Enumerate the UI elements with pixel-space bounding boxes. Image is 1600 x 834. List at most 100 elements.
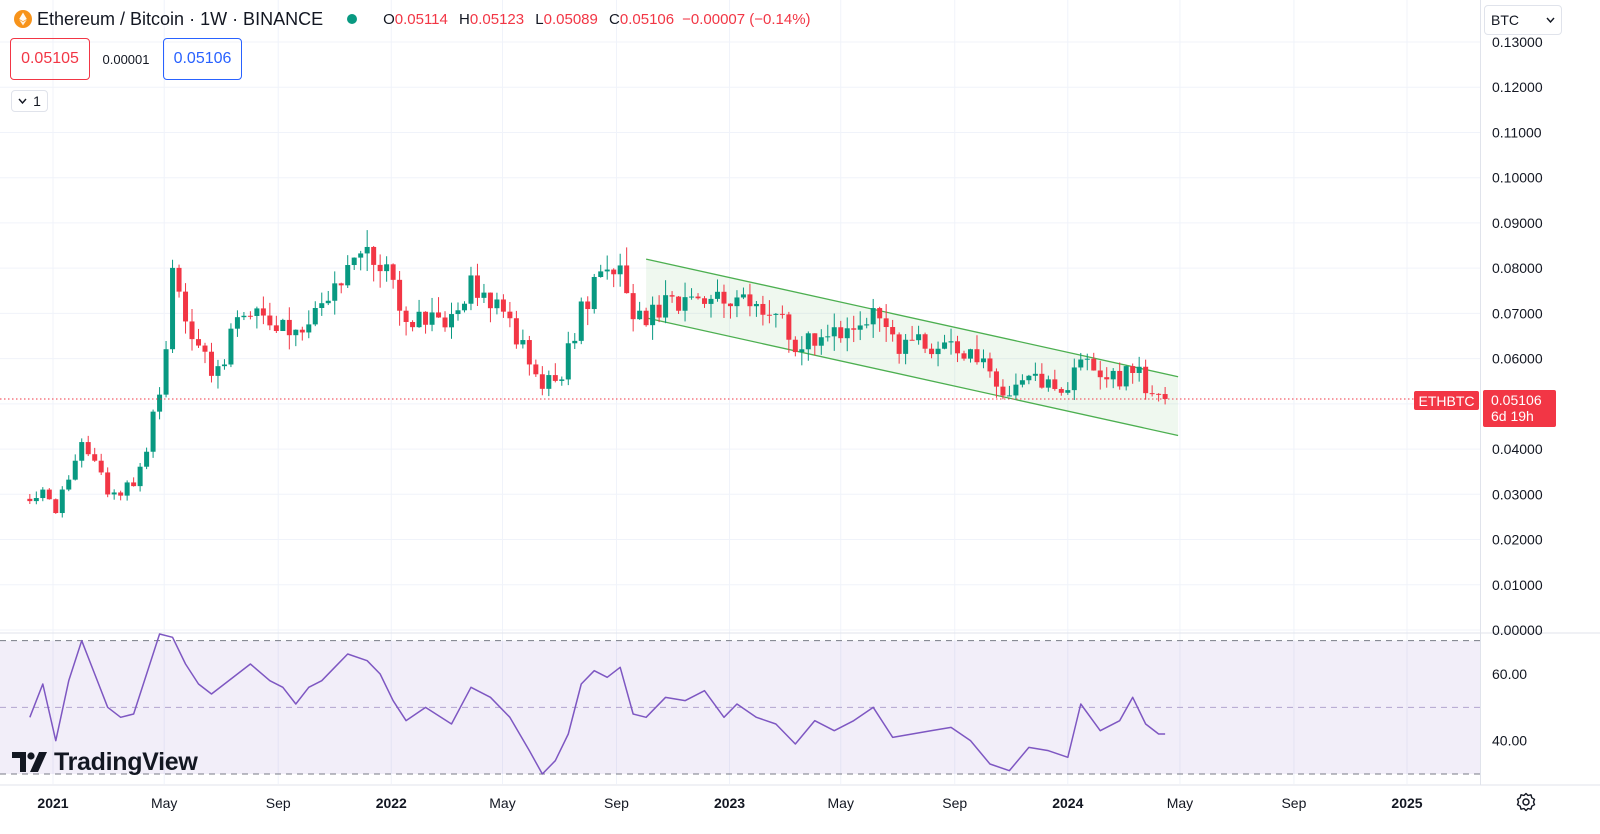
candle-body <box>72 460 78 480</box>
candle-body <box>325 300 331 304</box>
indicators-toggle[interactable]: 1 <box>11 90 48 112</box>
candle-body <box>1039 373 1045 388</box>
candle-body <box>948 341 954 343</box>
candle-body <box>682 297 688 311</box>
x-tick-label: May <box>489 795 515 811</box>
candle-body <box>734 297 740 307</box>
candle-body <box>1071 367 1077 391</box>
candle-body <box>727 303 733 307</box>
candle-body <box>857 325 863 330</box>
candle-body <box>221 364 227 367</box>
candle-body <box>33 498 39 502</box>
candle-body <box>669 295 675 297</box>
candle-body <box>630 293 636 320</box>
high-value: 0.05123 <box>469 10 525 28</box>
candle-body <box>436 312 442 318</box>
candle-body <box>896 334 902 354</box>
tradingview-watermark[interactable]: TradingView <box>12 746 198 778</box>
candle-body <box>578 301 584 341</box>
candle-body <box>92 454 98 461</box>
sell-button[interactable]: 0.05105 <box>10 38 90 80</box>
candle-body <box>539 374 545 389</box>
candle-body <box>59 489 65 514</box>
candle-body <box>215 366 221 376</box>
candle-body <box>1084 358 1090 360</box>
y-tick-label: 0.10000 <box>1492 170 1543 186</box>
rsi-tick-label: 60.00 <box>1492 666 1527 682</box>
candle-body <box>449 314 455 328</box>
currency-value: BTC <box>1491 12 1519 28</box>
candle-body <box>150 411 156 452</box>
candle-body <box>533 364 539 375</box>
candle-body <box>371 246 377 265</box>
candle-body <box>974 349 980 363</box>
candle-body <box>364 246 370 254</box>
candle-body <box>403 310 409 322</box>
rsi-band <box>0 640 1480 775</box>
candle-body <box>779 313 785 315</box>
candle-body <box>247 315 253 317</box>
candle-body <box>118 492 124 496</box>
candle-body <box>53 499 59 514</box>
rsi-series <box>29 633 1166 775</box>
candle-body <box>202 345 208 352</box>
candle-body <box>546 375 552 389</box>
candle-body <box>293 329 299 336</box>
candle-body <box>773 313 779 315</box>
candle-body <box>1045 379 1051 388</box>
candle-body <box>591 276 597 310</box>
candle-body <box>260 308 266 316</box>
symbol-price-label: ETHBTC <box>1414 391 1479 410</box>
candle-body <box>1130 366 1136 373</box>
candle-body <box>740 294 746 298</box>
high-label: H <box>459 10 470 28</box>
candlestick-series <box>27 230 1168 518</box>
candle-body <box>474 275 480 298</box>
chevron-down-icon <box>1546 17 1555 23</box>
y-tick-label: 0.12000 <box>1492 79 1543 95</box>
low-label: L <box>535 10 544 28</box>
candle-body <box>650 304 656 326</box>
candle-body <box>526 340 532 365</box>
candle-body <box>961 353 967 359</box>
candle-body <box>708 298 714 304</box>
symbol-title[interactable]: Ethereum / Bitcoin · 1W · BINANCE <box>37 8 324 29</box>
x-tick-label: May <box>1167 795 1193 811</box>
candle-body <box>870 308 876 325</box>
parallel-channel[interactable] <box>645 258 1179 437</box>
candle-body <box>993 371 999 387</box>
y-tick-label: 0.03000 <box>1492 486 1543 502</box>
y-tick-label: 0.01000 <box>1492 577 1543 593</box>
candle-body <box>935 348 941 355</box>
candle-body <box>844 328 850 339</box>
candle-body <box>1123 366 1129 387</box>
candle-body <box>617 265 623 275</box>
candle-body <box>922 334 928 349</box>
candle-body <box>805 333 811 350</box>
ohlc-values: O0.05114 H0.05123 L0.05089 C0.05106 <box>383 11 674 28</box>
candle-body <box>1091 358 1097 371</box>
candle-body <box>611 269 617 275</box>
candle-body <box>299 329 305 333</box>
tradingview-logo-icon <box>12 752 47 772</box>
candle-body <box>565 343 571 380</box>
candle-body <box>818 337 824 346</box>
candle-body <box>487 292 493 309</box>
channel-fill <box>646 259 1179 436</box>
currency-select[interactable]: BTC <box>1484 5 1562 35</box>
open-value: 0.05114 <box>394 10 448 28</box>
buy-button[interactable]: 0.05106 <box>163 38 242 80</box>
candle-body <box>967 349 973 359</box>
candle-body <box>507 311 513 319</box>
candle-body <box>111 492 117 495</box>
candle-body <box>27 498 33 502</box>
candle-body <box>40 489 46 499</box>
candle-body <box>714 291 720 299</box>
candle-body <box>384 264 390 272</box>
gear-icon[interactable] <box>1514 790 1538 814</box>
candle-body <box>1052 379 1058 389</box>
close-value: 0.05106 <box>619 10 675 28</box>
x-tick-label: Sep <box>604 795 629 811</box>
candle-body <box>390 264 396 280</box>
